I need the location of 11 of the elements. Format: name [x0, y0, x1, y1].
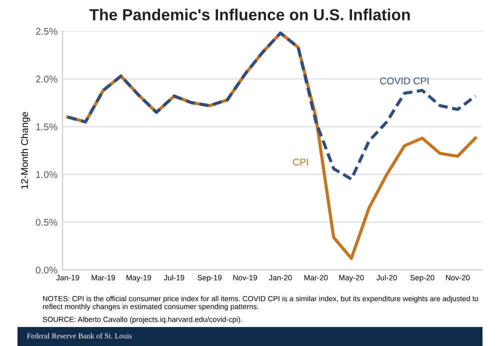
- y-tick-label: 0.5%: [36, 218, 58, 226]
- y-tick-label: 1.0%: [36, 171, 58, 178]
- y-tick-label: 2.5%: [36, 28, 58, 35]
- y-tick-label: 2.0%: [36, 76, 58, 83]
- chart-title: The Pandemic's Influence on U.S. Inflation: [89, 8, 410, 20]
- series-label: COVID CPI: [380, 77, 428, 84]
- series-label: CPI: [293, 158, 308, 166]
- y-tick-label: 1.5%: [36, 123, 58, 130]
- y-axis-title: 12-Month Change: [20, 112, 30, 189]
- line-series: [66, 32, 477, 181]
- y-tick-label: 0.0%: [36, 266, 58, 274]
